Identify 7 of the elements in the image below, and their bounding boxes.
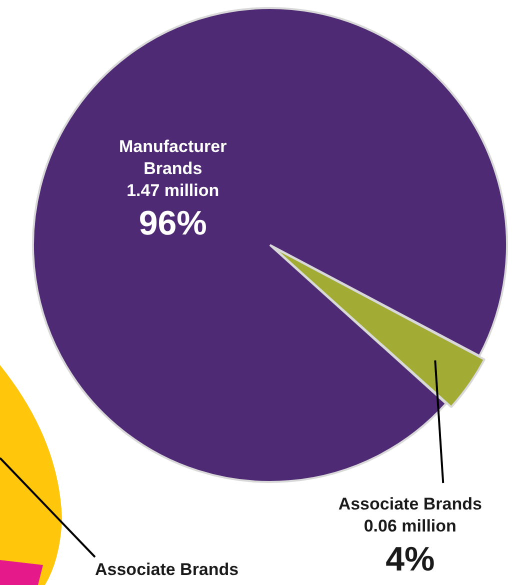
slice-label: Manufacturer Brands — [119, 136, 228, 178]
text: 96% — [138, 204, 207, 243]
data-label: 1.47 million — [126, 180, 220, 200]
slice-label: Associate Brands — [338, 494, 482, 514]
text: 4% — [386, 540, 435, 578]
data-label: 0.06 million — [364, 516, 456, 536]
text: Associate Brands — [95, 560, 239, 580]
